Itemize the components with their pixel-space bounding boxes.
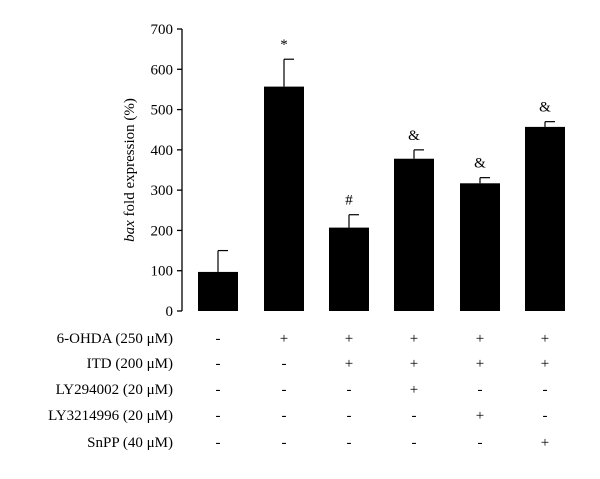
y-tick-label: 700 <box>151 22 174 38</box>
treatment-cell: - <box>347 408 352 424</box>
y-tick-label: 500 <box>151 103 174 119</box>
bar-4 <box>394 158 434 311</box>
bar-3 <box>329 227 369 311</box>
y-tick-label: 100 <box>151 264 174 280</box>
treatment-cell: + <box>280 331 288 347</box>
treatment-cell: - <box>216 435 221 451</box>
treatment-row-label: LY3214996 (20 μM) <box>48 408 173 424</box>
y-tick-label: 200 <box>151 223 174 239</box>
treatment-cell: - <box>216 331 221 347</box>
treatment-row-label: ITD (200 μM) <box>87 356 173 372</box>
treatment-cell: - <box>282 408 287 424</box>
bar-1 <box>198 271 238 311</box>
treatment-cell: - <box>282 435 287 451</box>
y-axis-label-italic: bax <box>122 220 138 242</box>
treatment-cell: - <box>347 382 352 398</box>
significance-mark-4: & <box>408 128 420 144</box>
treatment-row-label: SnPP (40 μM) <box>87 435 173 451</box>
y-tick-label: 300 <box>151 183 174 199</box>
treatment-cell: - <box>216 382 221 398</box>
treatment-cell: - <box>412 408 417 424</box>
treatment-cell: + <box>345 331 353 347</box>
treatment-cell: + <box>410 331 418 347</box>
significance-mark-6: & <box>539 100 551 116</box>
treatment-cell: + <box>345 356 353 372</box>
treatment-cell: - <box>282 382 287 398</box>
treatment-cell: - <box>282 356 287 372</box>
significance-mark-3: # <box>345 193 353 209</box>
treatment-cell: + <box>541 331 549 347</box>
treatment-cell: - <box>543 408 548 424</box>
y-tick-label: 400 <box>151 143 174 159</box>
treatment-cell: + <box>476 356 484 372</box>
treatment-row-label: 6-OHDA (250 μM) <box>57 331 173 347</box>
treatment-cell: + <box>541 356 549 372</box>
treatment-table: 6-OHDA (250 μM) - + + + + + ITD (200 μM) - - + + + + L… <box>48 331 549 451</box>
treatment-cell: + <box>476 408 484 424</box>
treatment-cell: + <box>476 331 484 347</box>
treatment-cell: + <box>410 382 418 398</box>
treatment-cell: - <box>216 408 221 424</box>
significance-mark-2: * <box>280 37 288 53</box>
treatment-cell: + <box>541 435 549 451</box>
treatment-cell: - <box>412 435 417 451</box>
y-axis-label: bax fold expression (%) <box>122 98 138 242</box>
treatment-row-label: LY294002 (20 μM) <box>56 382 173 398</box>
treatment-cell: - <box>347 435 352 451</box>
y-axis-label-rest: fold expression (%) <box>122 98 138 220</box>
y-axis: 0 100 200 300 400 500 600 700 <box>151 22 183 320</box>
y-tick-label: 0 <box>166 304 174 320</box>
bar-5 <box>460 183 500 311</box>
bar-2 <box>264 86 304 311</box>
treatment-cell: + <box>410 356 418 372</box>
treatment-cell: - <box>216 356 221 372</box>
treatment-cell: - <box>543 382 548 398</box>
significance-mark-5: & <box>474 156 486 172</box>
treatment-cell: - <box>478 382 483 398</box>
treatment-cell: - <box>478 435 483 451</box>
bar-6 <box>525 126 565 311</box>
y-tick-label: 600 <box>151 62 174 78</box>
bars: * # & & & <box>198 37 565 311</box>
